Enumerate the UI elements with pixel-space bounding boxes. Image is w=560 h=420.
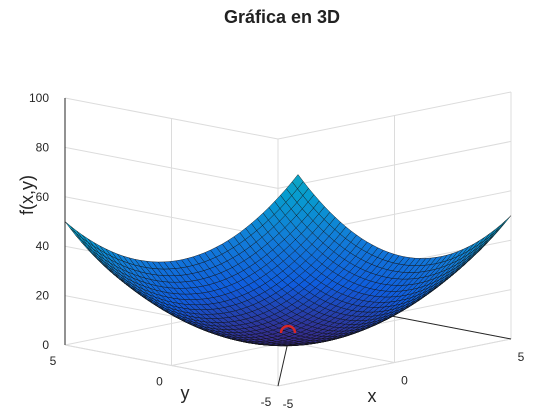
chart-title: Gráfica en 3D [224, 7, 340, 27]
y-tick-label: 0 [156, 375, 163, 389]
z-tick-label: 20 [36, 289, 50, 303]
grid-line [277, 338, 512, 387]
z-tick-label: 60 [36, 190, 50, 204]
x-tick-label: 0 [401, 374, 408, 388]
z-tick-label: 80 [36, 140, 50, 154]
surface-patch [291, 174, 304, 190]
z-tick-label: 100 [29, 91, 49, 105]
x-tick-label: -5 [283, 397, 294, 411]
x-axis-label: x [368, 386, 377, 406]
z-axis-label: f(x,y) [17, 175, 37, 215]
x-tick-label: 5 [518, 350, 525, 364]
y-tick-label: 5 [50, 354, 57, 368]
y-axis-label: y [181, 383, 190, 403]
surface-patch [64, 221, 77, 234]
y-tick-label: -5 [261, 395, 272, 409]
z-tick-label: 0 [42, 338, 49, 352]
minimum-marker [279, 324, 297, 334]
z-tick-label: 40 [36, 239, 50, 253]
